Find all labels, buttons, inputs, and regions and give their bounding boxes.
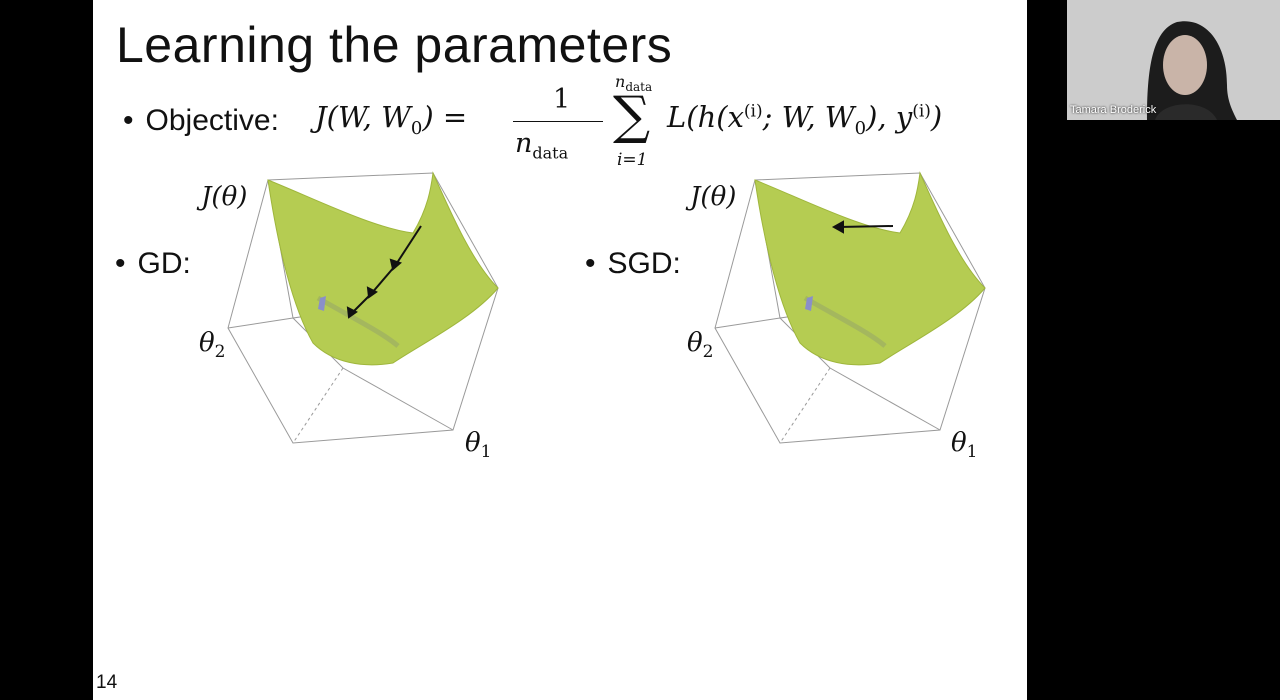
participant-video-frame bbox=[1067, 0, 1280, 120]
participant-face bbox=[1163, 35, 1207, 95]
gd-label: GD: bbox=[137, 247, 191, 280]
slide-number: 14 bbox=[96, 672, 118, 693]
gd-step-3-head bbox=[346, 306, 358, 319]
sum-upper: ndata bbox=[615, 72, 653, 95]
objective-bullet: • Objective: bbox=[123, 104, 279, 138]
minimum-marker bbox=[318, 296, 326, 311]
sum-symbol: ∑ bbox=[613, 86, 651, 146]
sgd-theta1-label: θ1 bbox=[951, 428, 978, 463]
slide-title: Learning the parameters bbox=[116, 17, 673, 73]
gd-theta1-label: θ1 bbox=[465, 428, 492, 463]
objective-formula: J(W, W0) = 1 ndata ndata ∑ i=1 L(h(x(i);… bbox=[315, 72, 1015, 178]
surface-shadow bbox=[316, 295, 400, 348]
bullet-dot: • bbox=[115, 247, 126, 280]
sgd-theta2-label: θ2 bbox=[687, 328, 714, 363]
participant-video-tile[interactable]: Tamara Broderick bbox=[1067, 0, 1280, 120]
formula-denominator: ndata bbox=[515, 128, 569, 163]
gd-surface-plot bbox=[223, 168, 513, 458]
gd-step-2 bbox=[370, 265, 396, 295]
sgd-bullet: • SGD: bbox=[585, 247, 681, 281]
formula-numerator: 1 bbox=[553, 84, 571, 115]
bullet-dot: • bbox=[123, 104, 134, 137]
loss-surface bbox=[754, 171, 986, 366]
gd-bullet: • GD: bbox=[115, 247, 191, 281]
sgd-step-1-head bbox=[831, 220, 844, 234]
formula-body: L(h(x(i); W, W0), y(i)) bbox=[667, 100, 943, 139]
gd-step-arrows bbox=[346, 225, 422, 319]
loss-surface bbox=[267, 171, 499, 366]
sgd-j-theta-label: J(θ) bbox=[690, 182, 737, 212]
gd-step-1 bbox=[394, 225, 422, 267]
participant-shirt bbox=[1155, 104, 1217, 120]
surface-shadow bbox=[803, 295, 887, 348]
gd-j-theta-label: J(θ) bbox=[201, 182, 248, 212]
formula-lhs: J(W, W0) = bbox=[315, 100, 468, 139]
sgd-step-arrows bbox=[831, 220, 894, 234]
fraction-bar bbox=[513, 121, 603, 122]
sgd-label: SGD: bbox=[607, 247, 681, 280]
bullet-dot: • bbox=[585, 247, 596, 280]
sgd-step-1 bbox=[837, 225, 894, 228]
minimum-marker bbox=[805, 296, 813, 311]
participant-name-label: Tamara Broderick bbox=[1070, 104, 1157, 116]
objective-label: Objective: bbox=[145, 104, 279, 137]
sgd-surface-plot bbox=[710, 168, 1000, 458]
slide: Learning the parameters • Objective: J(W,… bbox=[93, 0, 1027, 700]
gd-theta2-label: θ2 bbox=[199, 328, 226, 363]
sgd-surface-svg bbox=[714, 171, 986, 444]
gd-surface-svg bbox=[227, 171, 499, 444]
sum-lower: i=1 bbox=[617, 150, 648, 170]
